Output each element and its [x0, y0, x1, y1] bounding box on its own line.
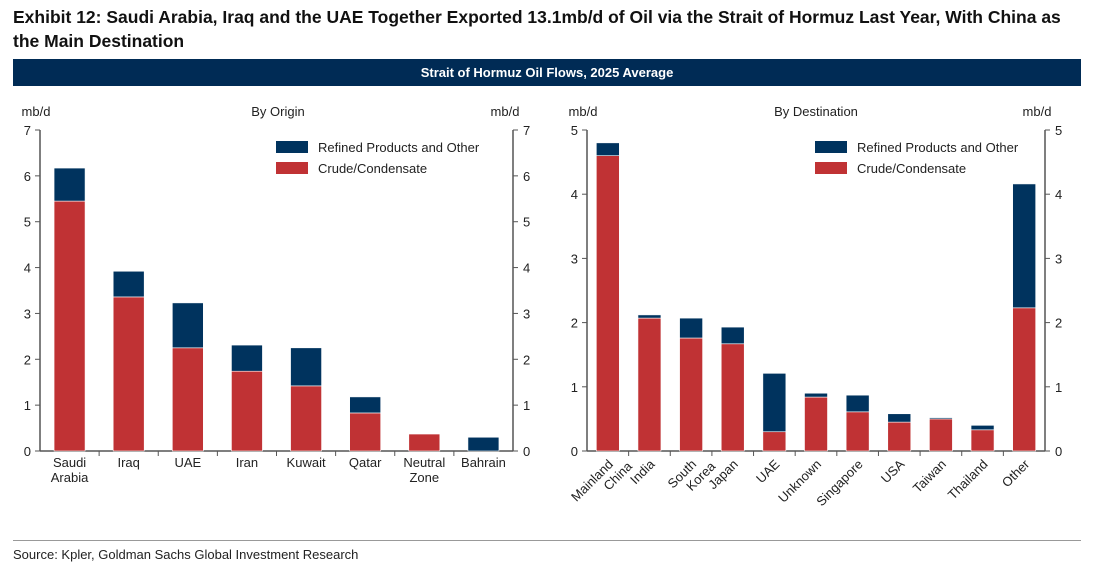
origin-legend-swatch-crude [276, 162, 308, 174]
origin-legend-label-refined: Refined Products and Other [318, 140, 480, 155]
origin-bar-crude [349, 412, 381, 452]
origin-bar-crude [172, 347, 204, 452]
destination-legend-swatch-refined [815, 141, 847, 153]
origin-bar-refined [53, 167, 86, 202]
destination-category-label: SouthKorea [665, 447, 719, 501]
destination-right-tick-label: 4 [1055, 187, 1062, 202]
origin-left-tick-label: 1 [24, 398, 31, 413]
destination-legend-label-refined: Refined Products and Other [857, 140, 1019, 155]
destination-bar-refined [804, 392, 828, 398]
origin-category-label: Qatar [349, 455, 382, 470]
destination-category-label: Thailand [945, 457, 991, 503]
destination-legend-label-crude: Crude/Condensate [857, 161, 966, 176]
destination-bar-crude [679, 337, 703, 452]
destination-bar-crude [845, 411, 870, 452]
origin-right-tick-label: 5 [523, 215, 530, 230]
destination-right-tick-label: 0 [1055, 444, 1062, 459]
origin-category-label: Saudi Arabia [51, 455, 89, 485]
origin-left-tick-label: 6 [24, 169, 31, 184]
origin-bar-refined [231, 344, 263, 372]
destination-left-tick-label: 1 [571, 380, 578, 395]
destination-legend-swatch-crude [815, 162, 847, 174]
destination-bar-refined [720, 326, 745, 345]
destination-right-tick-label: 2 [1055, 316, 1062, 331]
destination-category-label: India [627, 456, 658, 487]
destination-bar-refined [929, 417, 953, 420]
destination-bar-crude [970, 429, 995, 452]
origin-left-tick-label: 0 [24, 444, 31, 459]
origin-category-label: Iraq [117, 455, 139, 470]
destination-bar-crude [887, 421, 912, 452]
destination-bar-refined [596, 142, 620, 156]
destination-bar-crude [637, 317, 662, 452]
origin-category-label: Iran [236, 455, 258, 470]
destination-bar-crude [804, 396, 828, 452]
origin-category-label: Kuwait [287, 455, 326, 470]
origin-legend-label-crude: Crude/Condensate [318, 161, 427, 176]
destination-bar-crude [762, 431, 787, 452]
destination-category-label: MainlandChina [568, 447, 636, 515]
destination-bar-crude [720, 343, 745, 452]
destination-left-unit-label: mb/d [569, 104, 598, 119]
origin-right-unit-label: mb/d [491, 104, 520, 119]
destination-category-label: UAE [753, 456, 783, 486]
origin-right-tick-label: 7 [523, 123, 530, 138]
origin-left-tick-label: 5 [24, 215, 31, 230]
origin-bar-refined [112, 270, 145, 298]
divider [13, 540, 1081, 541]
origin-bar-crude [231, 370, 263, 452]
origin-left-tick-label: 3 [24, 306, 31, 321]
destination-bar-crude [929, 418, 953, 452]
origin-bar-refined [172, 302, 204, 349]
origin-right-tick-label: 6 [523, 169, 530, 184]
chart-banner: Strait of Hormuz Oil Flows, 2025 Average [13, 59, 1081, 86]
destination-right-tick-label: 1 [1055, 380, 1062, 395]
destination-left-tick-label: 4 [571, 187, 578, 202]
origin-bar-crude [112, 296, 145, 452]
destination-bar-refined [679, 317, 703, 339]
destination-bar-refined [762, 373, 787, 433]
origin-right-tick-label: 3 [523, 306, 530, 321]
origin-bar-crude [290, 385, 322, 452]
origin-right-tick-label: 4 [523, 261, 530, 276]
destination-right-tick-label: 3 [1055, 251, 1062, 266]
destination-right-unit-label: mb/d [1023, 104, 1052, 119]
destination-category-label: Taiwan [910, 457, 949, 496]
destination-bar-refined [887, 413, 912, 423]
destination-bar-refined [637, 314, 662, 319]
origin-left-tick-label: 4 [24, 261, 31, 276]
origin-bar-crude [408, 433, 441, 452]
destination-category-label: USA [878, 456, 908, 486]
origin-category-label: Bahrain [461, 455, 506, 470]
destination-chart-title: By Destination [774, 104, 858, 119]
destination-left-tick-label: 3 [571, 251, 578, 266]
exhibit-title: Exhibit 12: Saudi Arabia, Iraq and the U… [13, 7, 1061, 51]
origin-bar-refined [467, 436, 500, 452]
destination-bar-crude [1012, 307, 1036, 452]
destination-bar-refined [845, 394, 870, 413]
origin-left-tick-label: 7 [24, 123, 31, 138]
origin-category-label: Neutral Zone [403, 455, 445, 485]
destination-bar-refined [1012, 183, 1036, 309]
origin-legend-swatch-refined [276, 141, 308, 153]
destination-right-tick-label: 5 [1055, 123, 1062, 138]
origin-bar-refined [349, 396, 381, 414]
origin-category-label: UAE [174, 455, 201, 470]
origin-bar-refined [290, 347, 322, 387]
origin-right-tick-label: 1 [523, 398, 530, 413]
destination-left-tick-label: 0 [571, 444, 578, 459]
origin-right-tick-label: 0 [523, 444, 530, 459]
origin-right-tick-label: 2 [523, 352, 530, 367]
origin-bar-crude [53, 200, 86, 452]
origin-left-tick-label: 2 [24, 352, 31, 367]
destination-category-label: Other [999, 456, 1033, 490]
source-note: Source: Kpler, Goldman Sachs Global Inve… [13, 547, 359, 562]
destination-bar-crude [596, 155, 620, 452]
origin-left-unit-label: mb/d [22, 104, 51, 119]
destination-left-tick-label: 2 [571, 316, 578, 331]
destination-left-tick-label: 5 [571, 123, 578, 138]
origin-chart-title: By Origin [251, 104, 304, 119]
destination-bar-refined [970, 425, 995, 431]
